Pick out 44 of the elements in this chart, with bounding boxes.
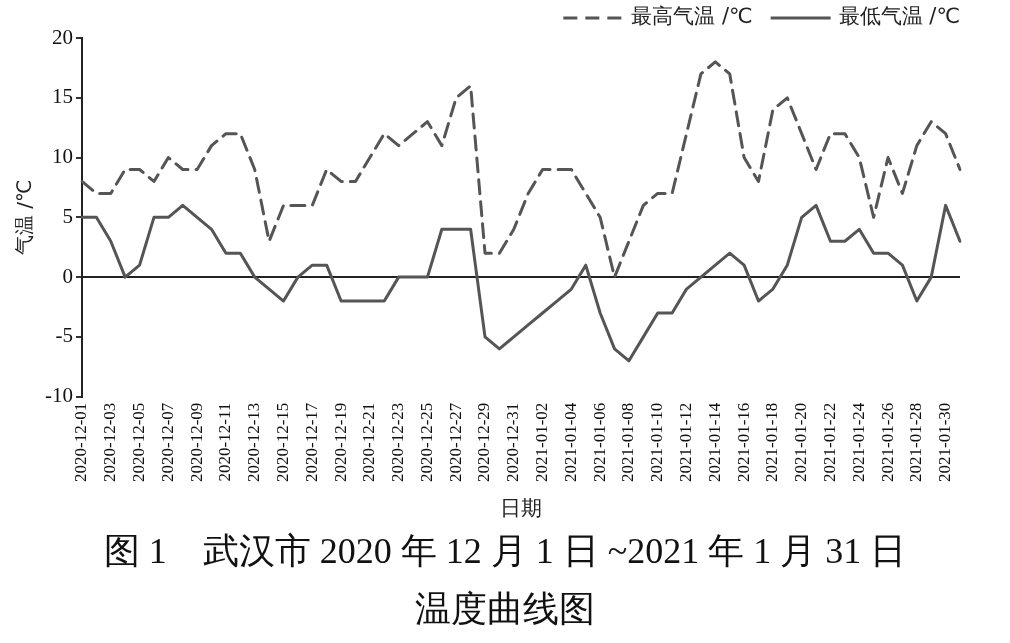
x-tick-label: 2021-01-10 — [647, 402, 667, 483]
x-tick-label: 2020-12-15 — [272, 402, 292, 483]
x-tick-label: 2020-12-09 — [186, 402, 206, 483]
y-tick-label: 20 — [51, 24, 73, 49]
x-tick-label: 2020-12-01 — [71, 402, 91, 483]
x-tick-label: 2020-12-23 — [388, 402, 408, 483]
x-tick-label: 2020-12-21 — [359, 402, 379, 483]
x-tick-label: 2020-12-17 — [301, 402, 321, 483]
y-axis-title: 气温 /℃ — [12, 179, 37, 256]
x-axis-title: 日期 — [500, 495, 542, 520]
x-tick-label: 2020-12-19 — [330, 402, 350, 483]
y-tick-label: 0 — [62, 263, 73, 288]
x-tick-label: 2021-01-16 — [733, 402, 753, 483]
x-tick-label: 2021-01-04 — [560, 402, 580, 483]
x-tick-label: 2021-01-26 — [877, 402, 897, 483]
y-tick-label: 15 — [51, 84, 73, 109]
x-tick-label: 2020-12-29 — [474, 402, 494, 483]
y-tick-label: -10 — [44, 383, 73, 408]
y-tick-label: -5 — [55, 323, 73, 348]
text: 图 1 武汉市 2020 年 12 月 1 日 ~2021 年 1 月 31 日温度曲线图 — [102, 530, 908, 631]
x-tick-label: 2020-12-13 — [244, 402, 264, 483]
x-tick-label: 2021-01-28 — [906, 402, 926, 483]
x-tick-label: 2020-12-05 — [129, 402, 149, 483]
x-tick-label: 2021-01-22 — [819, 402, 839, 483]
y-tick-label: 10 — [51, 144, 73, 169]
x-tick-label: 2020-12-07 — [157, 402, 177, 483]
x-tick-label: 2020-12-27 — [445, 402, 465, 483]
x-tick-label: 2021-01-20 — [791, 402, 811, 483]
x-tick-label: 2021-01-12 — [675, 402, 695, 483]
x-tick-label: 2020-12-31 — [503, 402, 523, 483]
y-tick-label: 5 — [62, 203, 73, 228]
x-tick-label: 2020-12-11 — [215, 402, 235, 482]
x-tick-label: 2021-01-24 — [848, 402, 868, 483]
x-tick-label: 2021-01-14 — [704, 402, 724, 483]
x-tick-label: 2021-01-08 — [618, 402, 638, 483]
legend-label: 最高气温 /℃ — [631, 4, 753, 29]
x-tick-label: 2021-01-02 — [532, 402, 552, 483]
x-tick-label: 2021-01-30 — [935, 402, 955, 483]
line-series — [80, 60, 962, 279]
x-tick-label: 2021-01-18 — [762, 402, 782, 483]
legend-label: 最低气温 /℃ — [838, 4, 961, 29]
x-tick-label: 2021-01-06 — [589, 402, 609, 483]
x-tick-label: 2020-12-03 — [100, 402, 120, 483]
x-tick-label: 2020-12-25 — [416, 402, 436, 483]
